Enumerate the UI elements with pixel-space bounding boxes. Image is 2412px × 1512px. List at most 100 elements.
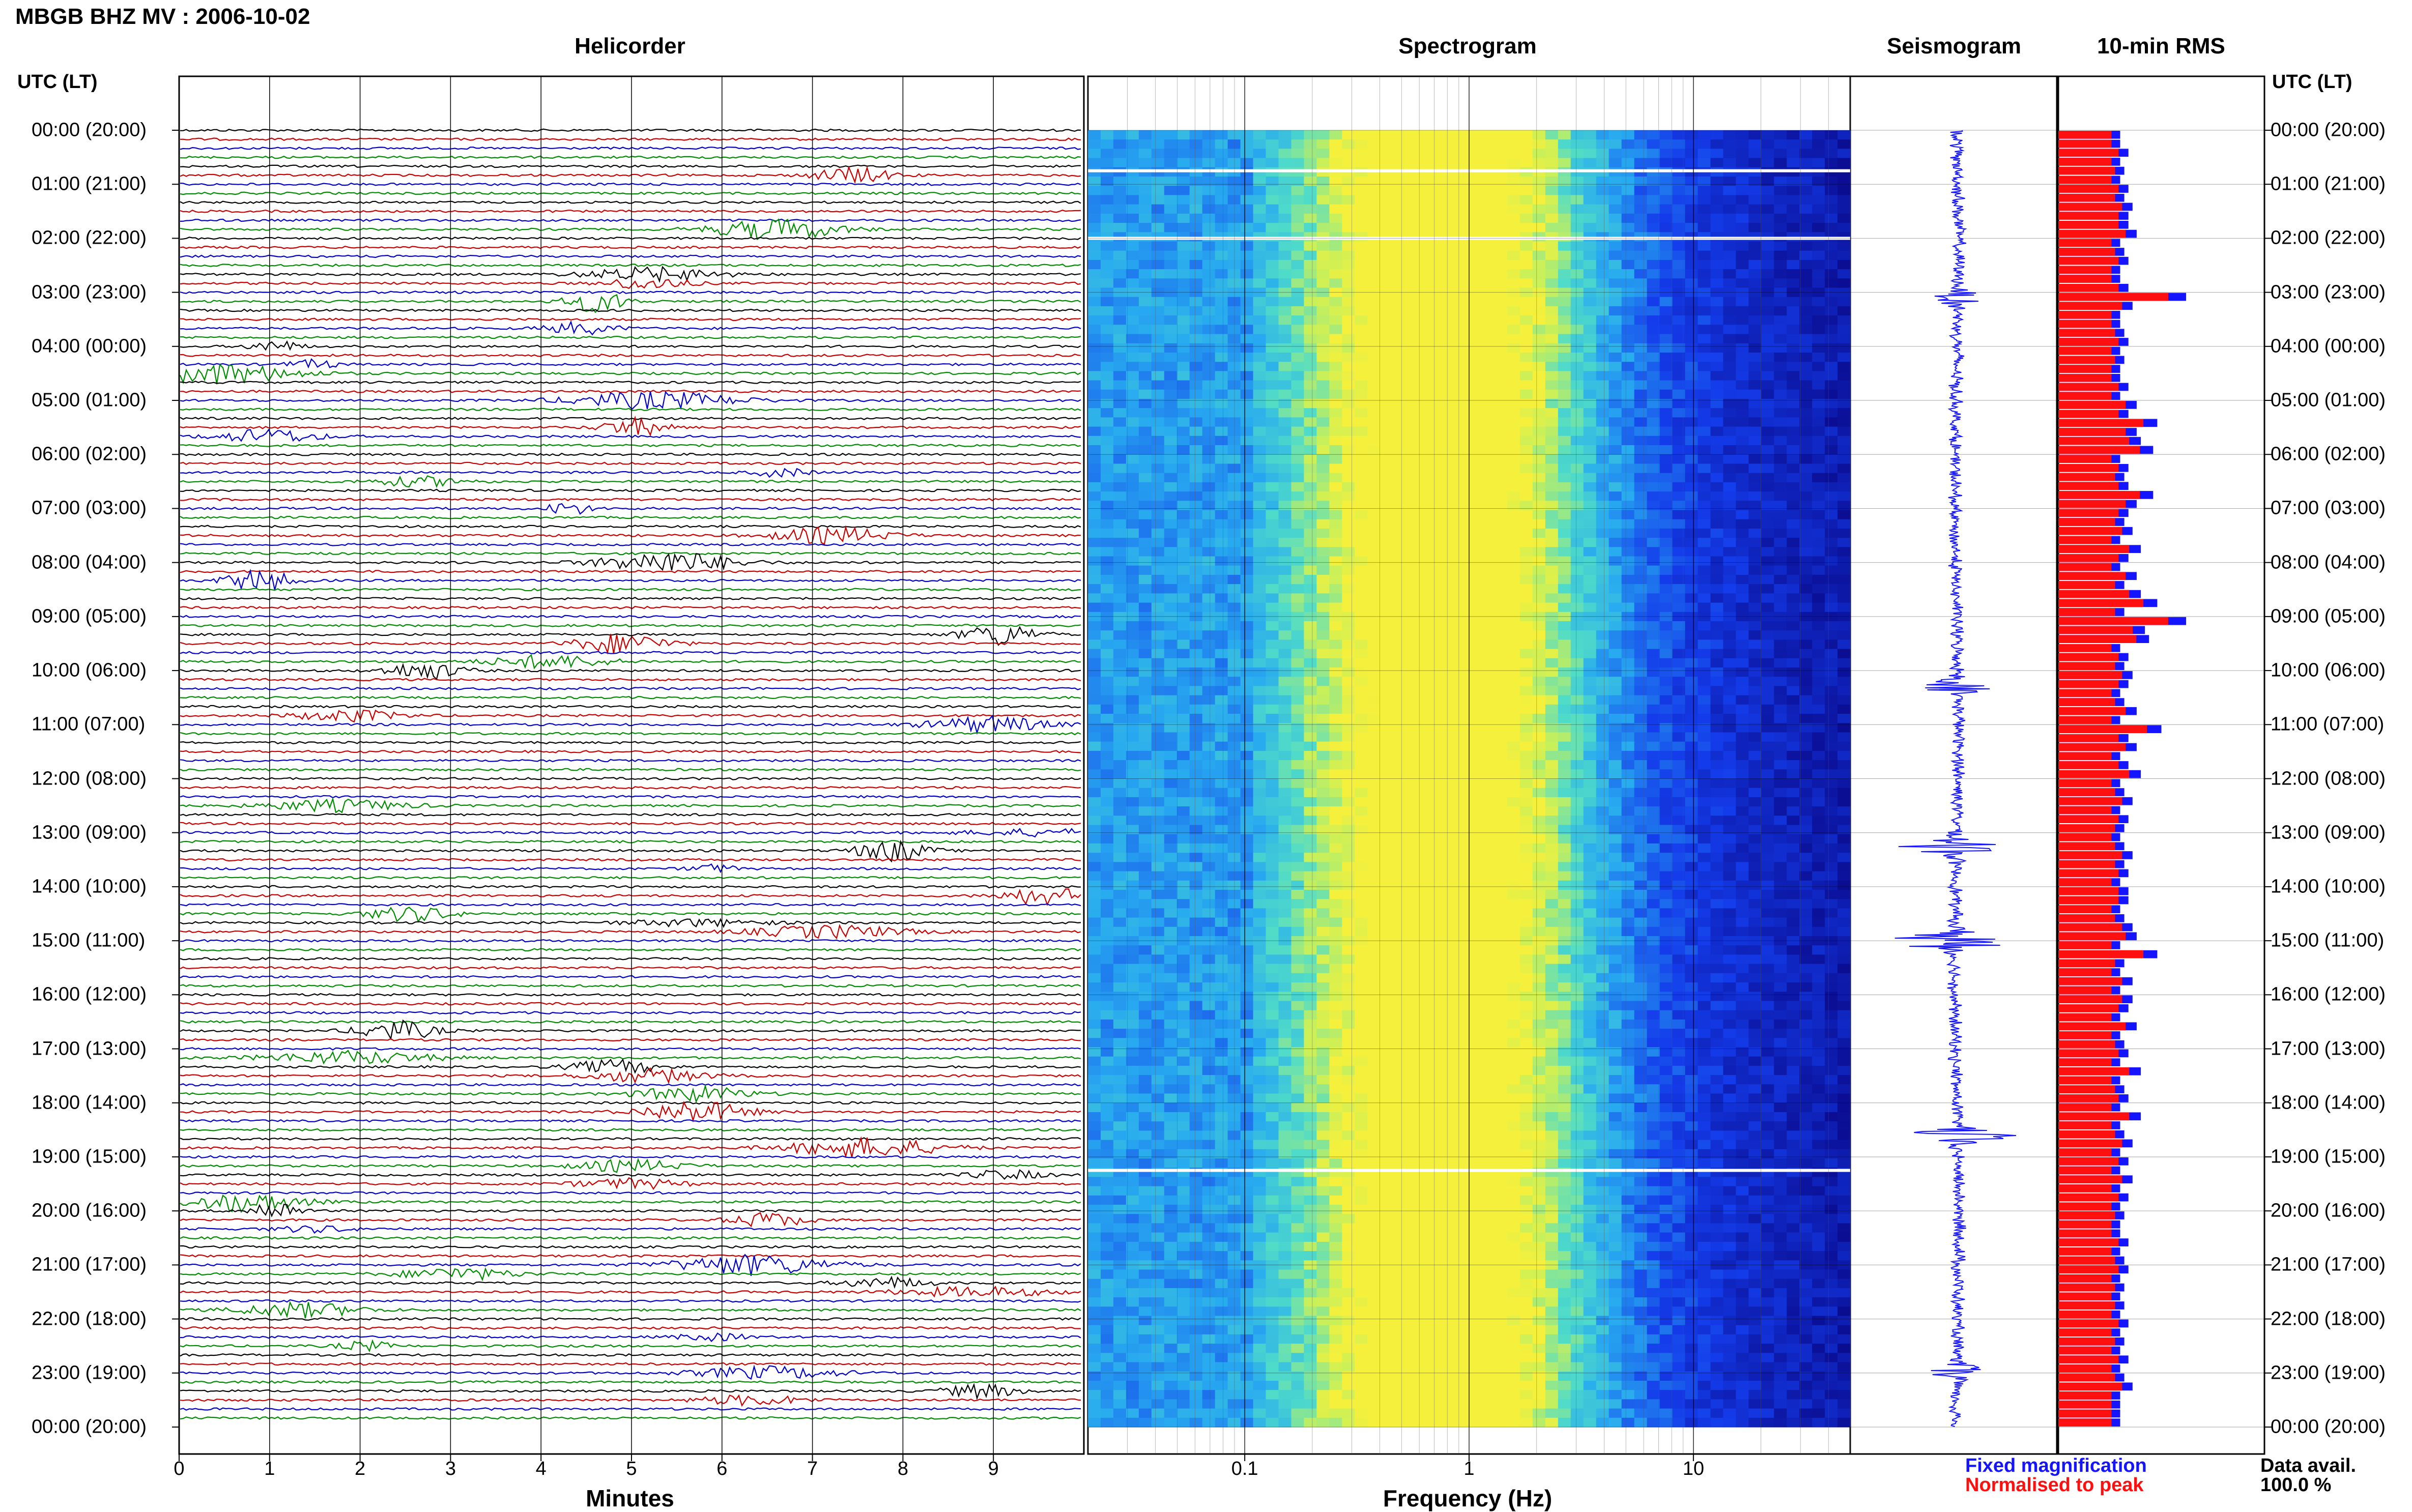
spectrogram-cell bbox=[1685, 769, 1698, 779]
spectrogram-cell bbox=[1113, 760, 1127, 770]
spectrogram-cell bbox=[1418, 445, 1431, 455]
spectrogram-cell bbox=[1584, 630, 1597, 640]
spectrogram-cell bbox=[1622, 834, 1635, 844]
spectrogram-cell bbox=[1622, 205, 1635, 214]
spectrogram-cell bbox=[1126, 677, 1139, 686]
spectrogram-cell bbox=[1812, 686, 1825, 695]
spectrogram-cell bbox=[1482, 760, 1495, 770]
spectrogram-cell bbox=[1774, 362, 1787, 371]
spectrogram-cell bbox=[1634, 677, 1648, 686]
spectrogram-cell bbox=[1634, 278, 1648, 288]
spectrogram-cell bbox=[1190, 853, 1203, 862]
spectrogram-cell bbox=[1088, 149, 1101, 158]
spectrogram-cell bbox=[1571, 130, 1584, 140]
spectrogram-cell bbox=[1495, 751, 1508, 761]
spectrogram-cell bbox=[1431, 390, 1444, 399]
spectrogram-cell bbox=[1266, 315, 1279, 325]
spectrogram-cell bbox=[1660, 158, 1673, 168]
spectrogram-cell bbox=[1418, 575, 1431, 585]
spectrogram-cell bbox=[1507, 603, 1520, 613]
spectrogram-cell bbox=[1418, 223, 1431, 232]
spectrogram-cell bbox=[1329, 519, 1342, 529]
spectrogram-cell bbox=[1380, 408, 1393, 418]
spectrogram-cell bbox=[1456, 667, 1470, 677]
spectrogram-cell bbox=[1748, 362, 1762, 371]
spectrogram-cell bbox=[1723, 501, 1736, 510]
spectrogram-cell bbox=[1748, 510, 1762, 520]
spectrogram-cell bbox=[1456, 575, 1470, 585]
spectrogram-cell bbox=[1101, 371, 1114, 381]
spectrogram-cell bbox=[1418, 769, 1431, 779]
spectrogram-cell bbox=[1673, 177, 1686, 186]
spectrogram-cell bbox=[1533, 381, 1546, 390]
spectrogram-cell bbox=[1787, 242, 1800, 251]
spectrogram-cell bbox=[1748, 769, 1762, 779]
spectrogram-cell bbox=[1329, 149, 1342, 158]
spectrogram-cell bbox=[1177, 751, 1190, 761]
spectrogram-cell bbox=[1533, 751, 1546, 761]
spectrogram-cell bbox=[1444, 130, 1457, 140]
spectrogram-cell bbox=[1482, 751, 1495, 761]
spectrogram-cell bbox=[1812, 779, 1825, 789]
spectrogram-cell bbox=[1774, 381, 1787, 390]
spectrogram-cell bbox=[1710, 733, 1724, 742]
spectrogram-cell bbox=[1202, 760, 1216, 770]
spectrogram-cell bbox=[1418, 603, 1431, 613]
spectrogram-cell bbox=[1533, 306, 1546, 316]
spectrogram-cell bbox=[1622, 797, 1635, 807]
spectrogram-cell bbox=[1736, 297, 1749, 307]
spectrogram-cell bbox=[1215, 214, 1228, 223]
spectrogram-cell bbox=[1431, 417, 1444, 427]
spectrogram-cell bbox=[1088, 130, 1101, 140]
spectrogram-cell bbox=[1431, 436, 1444, 446]
spectrogram-cell bbox=[1710, 760, 1724, 770]
spectrogram-cell bbox=[1748, 315, 1762, 325]
spectrogram-cell bbox=[1329, 371, 1342, 381]
spectrogram-cell bbox=[1673, 353, 1686, 362]
spectrogram-cell bbox=[1266, 464, 1279, 474]
spectrogram-cell bbox=[1685, 158, 1698, 168]
spectrogram-cell bbox=[1723, 769, 1736, 779]
spectrogram-cell bbox=[1113, 714, 1127, 723]
spectrogram-cell bbox=[1837, 325, 1851, 334]
spectrogram-cell bbox=[1126, 603, 1139, 613]
spectrogram-cell bbox=[1139, 510, 1152, 520]
spectrogram-cell bbox=[1520, 306, 1533, 316]
spectrogram-cell bbox=[1126, 445, 1139, 455]
spectrogram-cell bbox=[1634, 214, 1648, 223]
spectrogram-cell bbox=[1291, 695, 1305, 705]
spectrogram-cell bbox=[1710, 269, 1724, 279]
spectrogram-cell bbox=[1190, 454, 1203, 464]
spectrogram-cell bbox=[1482, 557, 1495, 566]
spectrogram-cell bbox=[1241, 205, 1254, 214]
spectrogram-cell bbox=[1393, 816, 1406, 825]
spectrogram-cell bbox=[1202, 686, 1216, 695]
spectrogram-cell bbox=[1469, 547, 1482, 557]
spectrogram-cell bbox=[1355, 464, 1368, 474]
spectrogram-cell bbox=[1507, 853, 1520, 862]
spectrogram-cell bbox=[1774, 742, 1787, 751]
spectrogram-cell bbox=[1215, 510, 1228, 520]
spectrogram-cell bbox=[1291, 353, 1305, 362]
spectrogram-cell bbox=[1355, 362, 1368, 371]
spectrogram-cell bbox=[1304, 482, 1317, 492]
spectrogram-cell bbox=[1774, 779, 1787, 789]
spectrogram-cell bbox=[1329, 658, 1342, 668]
spectrogram-cell bbox=[1164, 491, 1178, 501]
spectrogram-cell bbox=[1837, 269, 1851, 279]
spectrogram-cell bbox=[1380, 205, 1393, 214]
spectrogram-cell bbox=[1152, 205, 1165, 214]
spectrogram-cell bbox=[1710, 334, 1724, 344]
spectrogram-cell bbox=[1152, 575, 1165, 585]
spectrogram-cell bbox=[1126, 630, 1139, 640]
spectrogram-cell bbox=[1558, 760, 1571, 770]
spectrogram-cell bbox=[1164, 408, 1178, 418]
spectrogram-cell bbox=[1533, 343, 1546, 353]
spectrogram-cell bbox=[1673, 315, 1686, 325]
spectrogram-cell bbox=[1812, 603, 1825, 613]
spectrogram-cell bbox=[1482, 491, 1495, 501]
spectrogram-cell bbox=[1393, 630, 1406, 640]
spectrogram-cell bbox=[1571, 686, 1584, 695]
spectrogram-cell bbox=[1837, 223, 1851, 232]
spectrogram-cell bbox=[1787, 510, 1800, 520]
